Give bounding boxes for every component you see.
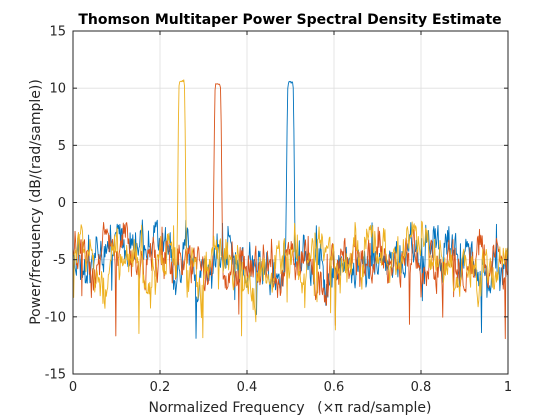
- chart-title: Thomson Multitaper Power Spectral Densit…: [78, 12, 501, 28]
- x-tick-label: 0: [69, 380, 77, 395]
- x-tick-label: 0.4: [237, 380, 258, 395]
- x-tick-label: 1: [504, 380, 512, 395]
- series-line-1: [72, 80, 509, 339]
- x-axis-title-unit: (×π rad/sample): [317, 400, 431, 416]
- y-tick-label: 0: [58, 196, 66, 211]
- series-line-3: [72, 79, 509, 339]
- x-tick-label: 0.6: [324, 380, 345, 395]
- y-tick-label: 10: [49, 82, 66, 97]
- tick-labels: 0 0.2 0.4 0.6 0.8 1 -15 -10 -5 0 5 10 15: [45, 25, 512, 396]
- ticks: [72, 30, 509, 375]
- x-axis-title-main: Normalized Frequency: [149, 400, 305, 416]
- y-tick-label: -5: [53, 253, 66, 268]
- x-tick-label: 0.2: [150, 380, 171, 395]
- y-tick-label: -15: [45, 368, 66, 383]
- x-axis-title: Normalized Frequency (×π rad/sample): [149, 400, 432, 416]
- series-group: [72, 79, 509, 340]
- y-tick-label: -10: [45, 310, 66, 325]
- y-tick-label: 5: [58, 139, 66, 154]
- y-axis-title: Power/frequency (dB/(rad/sample)): [28, 79, 44, 325]
- x-tick-label: 0.8: [411, 380, 432, 395]
- y-tick-label: 15: [49, 25, 66, 40]
